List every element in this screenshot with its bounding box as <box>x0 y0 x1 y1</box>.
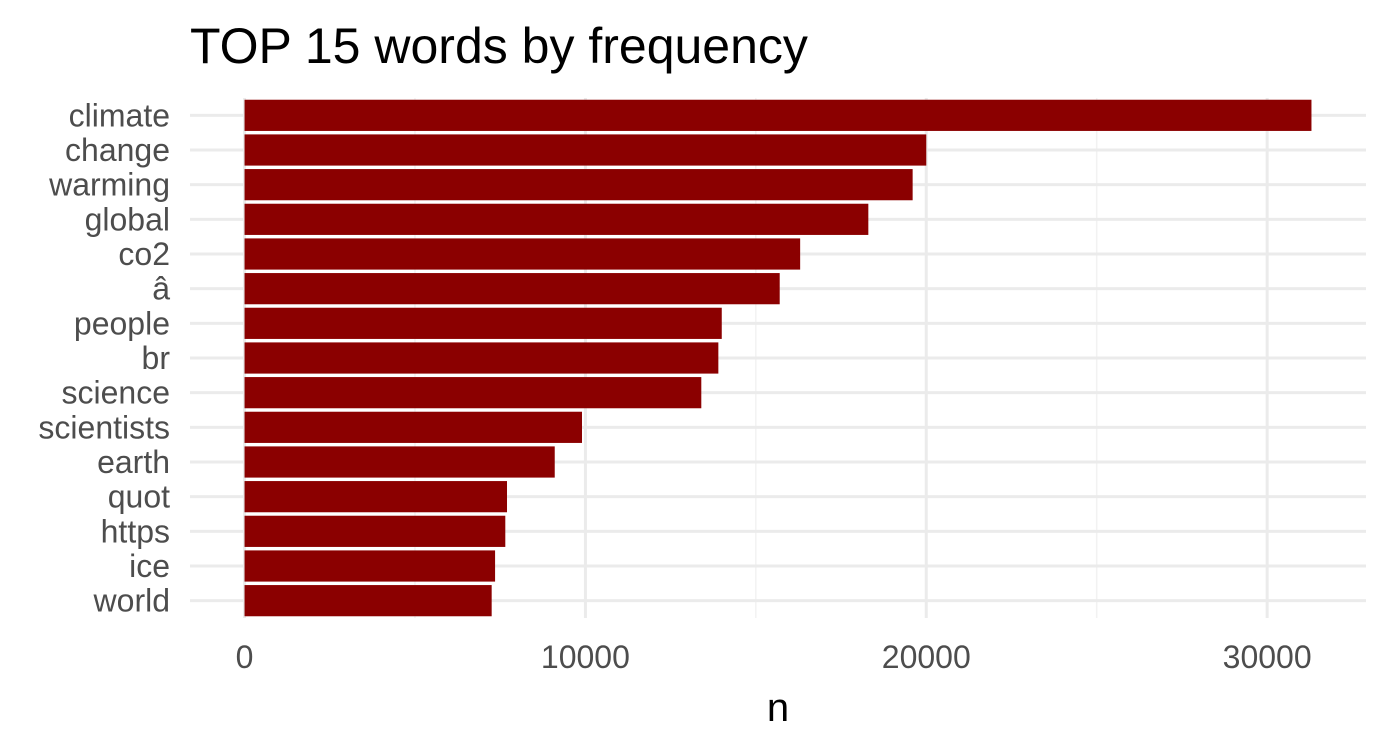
bar-co2 <box>244 238 801 270</box>
x-tick-label: 10000 <box>541 639 630 675</box>
chart-title: TOP 15 words by frequency <box>190 18 808 74</box>
category-label: earth <box>97 444 170 480</box>
x-tick-labels: 0 10000 20000 30000 <box>236 639 1312 675</box>
category-label: people <box>74 305 170 341</box>
category-label: co2 <box>118 236 170 272</box>
x-axis-title: n <box>767 686 789 730</box>
category-label: quot <box>108 479 170 515</box>
bar-scientists <box>244 411 582 443</box>
bar-quot <box>244 481 508 513</box>
category-label: world <box>93 583 170 619</box>
category-label: https <box>101 513 170 549</box>
category-labels: climatechangewarmingglobalco2âpeoplebrsc… <box>38 97 170 618</box>
bar-https <box>244 515 506 547</box>
bar-global <box>244 203 869 235</box>
category-label: warming <box>48 167 170 203</box>
bar-people <box>244 307 722 339</box>
bar-climate <box>244 99 1312 131</box>
bars <box>244 99 1312 617</box>
category-label: global <box>85 201 170 237</box>
bar-warming <box>244 169 913 201</box>
bar-ice <box>244 550 496 582</box>
category-label: scientists <box>38 409 170 445</box>
x-tick-label: 0 <box>236 639 254 675</box>
x-tick-label: 30000 <box>1223 639 1312 675</box>
bar-br <box>244 342 719 374</box>
x-tick-label: 20000 <box>882 639 971 675</box>
bar-change <box>244 134 927 166</box>
bar-â <box>244 273 780 305</box>
category-label: climate <box>69 97 170 133</box>
category-label: â <box>152 271 170 307</box>
category-label: ice <box>129 548 170 584</box>
bar-science <box>244 377 702 409</box>
bar-world <box>244 585 492 617</box>
category-label: br <box>142 340 171 376</box>
category-label: change <box>65 132 170 168</box>
bar-earth <box>244 446 555 478</box>
category-label: science <box>62 375 171 411</box>
